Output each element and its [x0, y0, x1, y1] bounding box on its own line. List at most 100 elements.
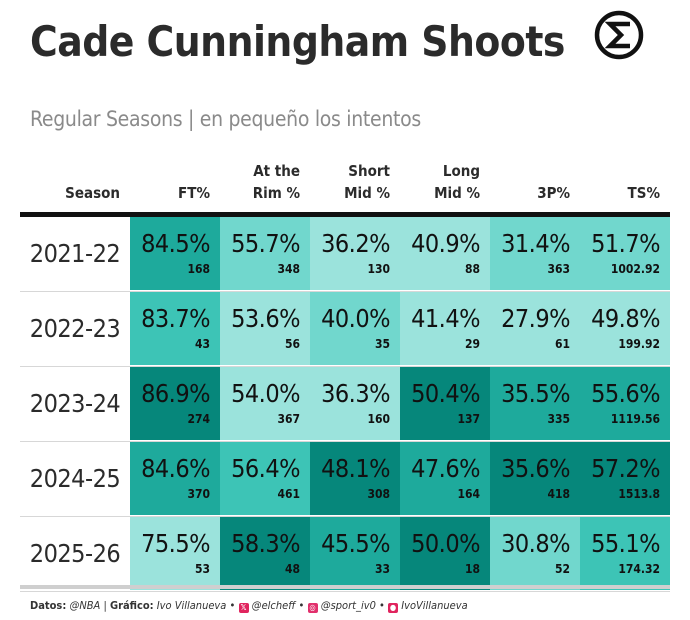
stat-cell: 55.7% 348 — [220, 217, 310, 290]
stat-cell: 30.8% 52 — [490, 517, 580, 590]
table-row: 2021-22 84.5% 168 55.7% 348 36.2% 130 40.9% 88 3… — [20, 217, 670, 292]
stat-cell: 58.3% 48 — [220, 517, 310, 590]
table-header: Season FT% At the Rim % Short Mid % Long… — [20, 154, 670, 204]
header-season: Season — [65, 184, 120, 202]
stat-cell: 27.9% 61 — [490, 292, 580, 365]
attempts-count: 130 — [367, 262, 390, 276]
footer-gh-handle[interactable]: IvoVillanueva — [401, 599, 468, 612]
shooting-percentage: 75.5% — [141, 529, 210, 558]
stat-cell: 55.6% 1119.56 — [580, 367, 670, 440]
shooting-percentage: 35.5% — [501, 379, 570, 408]
table-row: 2025-26 75.5% 53 58.3% 48 45.5% 33 50.0% 18 30.8… — [20, 517, 670, 592]
shooting-percentage: 27.9% — [501, 304, 570, 333]
stat-cell: 50.0% 18 — [400, 517, 490, 590]
github-icon: ● — [388, 603, 399, 613]
stat-cell: 56.4% 461 — [220, 442, 310, 515]
stat-cell: 83.7% 43 — [130, 292, 220, 365]
season-label: 2021-22 — [29, 239, 121, 268]
attempts-count: 1513.8 — [618, 487, 660, 501]
attempts-count: 160 — [367, 412, 390, 426]
shooting-percentage: 36.3% — [321, 379, 390, 408]
attempts-count: 308 — [367, 487, 390, 501]
shooting-percentage: 84.6% — [141, 454, 210, 483]
attempts-count: 174.32 — [618, 562, 660, 576]
attempts-count: 418 — [547, 487, 570, 501]
attempts-count: 1002.92 — [610, 262, 660, 276]
shooting-percentage: 50.4% — [411, 379, 480, 408]
attempts-count: 56 — [284, 337, 300, 351]
footer-datos-value: @NBA — [69, 599, 101, 612]
shooting-percentage: 55.7% — [231, 229, 300, 258]
stat-cell: 57.2% 1513.8 — [580, 442, 670, 515]
attempts-count: 363 — [547, 262, 570, 276]
shooting-percentage: 49.8% — [591, 304, 660, 333]
footer-x-handle[interactable]: @elcheff — [251, 599, 296, 612]
shooting-percentage: 55.1% — [591, 529, 660, 558]
attempts-count: 199.92 — [618, 337, 660, 351]
stat-cell: 49.8% 199.92 — [580, 292, 670, 365]
footer-rule — [20, 585, 670, 589]
shooting-percentage: 41.4% — [411, 304, 480, 333]
page-title: Cade Cunningham Shoots — [30, 17, 565, 66]
header-ft: FT% — [178, 184, 210, 202]
shooting-percentage: 51.7% — [591, 229, 660, 258]
header-long-mid: Long Mid % — [434, 162, 480, 202]
attempts-count: 164 — [457, 487, 480, 501]
shooting-percentage: 86.9% — [141, 379, 210, 408]
shooting-percentage: 54.0% — [231, 379, 300, 408]
stat-cell: 55.1% 174.32 — [580, 517, 670, 590]
attempts-count: 18 — [464, 562, 480, 576]
stat-cell: 84.6% 370 — [130, 442, 220, 515]
stat-cell: 35.6% 418 — [490, 442, 580, 515]
stat-cell: 35.5% 335 — [490, 367, 580, 440]
stat-cell: 40.0% 35 — [310, 292, 400, 365]
table-row: 2024-25 84.6% 370 56.4% 461 48.1% 308 47.6% 164… — [20, 442, 670, 517]
shooting-percentage: 30.8% — [501, 529, 570, 558]
header-ts: TS% — [627, 184, 660, 202]
attempts-count: 88 — [464, 262, 480, 276]
shooting-percentage: 55.6% — [591, 379, 660, 408]
sigma-circle-logo-icon — [594, 10, 644, 60]
shooting-percentage: 48.1% — [321, 454, 390, 483]
stat-cell: 84.5% 168 — [130, 217, 220, 290]
attempts-count: 168 — [187, 262, 210, 276]
season-label: 2022-23 — [29, 314, 121, 343]
attempts-count: 1119.56 — [610, 412, 660, 426]
footer-grafico-label: Gráfico: — [109, 599, 154, 612]
instagram-icon: ◎ — [307, 603, 318, 613]
attempts-count: 29 — [464, 337, 480, 351]
shooting-percentage: 40.9% — [411, 229, 480, 258]
attempts-count: 33 — [374, 562, 390, 576]
stat-cell: 75.5% 53 — [130, 517, 220, 590]
attempts-count: 48 — [284, 562, 300, 576]
table-row: 2022-23 83.7% 43 53.6% 56 40.0% 35 41.4% 29 27.9… — [20, 292, 670, 367]
attempts-count: 274 — [187, 412, 210, 426]
footer-grafico-value: Ivo Villanueva — [156, 599, 227, 612]
stat-cell: 86.9% 274 — [130, 367, 220, 440]
shooting-percentage: 56.4% — [231, 454, 300, 483]
stat-cell: 54.0% 367 — [220, 367, 310, 440]
attempts-count: 53 — [194, 562, 210, 576]
stat-cell: 47.6% 164 — [400, 442, 490, 515]
footer-separator: | — [103, 599, 107, 612]
stat-cell: 40.9% 88 — [400, 217, 490, 290]
shooting-percentage: 31.4% — [501, 229, 570, 258]
shooting-percentage: 57.2% — [591, 454, 660, 483]
stat-cell: 36.2% 130 — [310, 217, 400, 290]
attempts-count: 461 — [277, 487, 300, 501]
shooting-percentage: 47.6% — [411, 454, 480, 483]
footer-datos-label: Datos: — [30, 599, 67, 612]
header-rim: At the Rim % — [252, 162, 300, 202]
header-short-mid: Short Mid % — [344, 162, 390, 202]
season-label: 2024-25 — [29, 464, 121, 493]
footer-ig-handle[interactable]: @sport_iv0 — [320, 599, 376, 612]
attempts-count: 348 — [277, 262, 300, 276]
subtitle: Regular Seasons | en pequeño los intento… — [30, 107, 421, 131]
attempts-count: 370 — [187, 487, 210, 501]
attempts-count: 35 — [374, 337, 390, 351]
shooting-percentage: 50.0% — [411, 529, 480, 558]
season-label: 2023-24 — [29, 389, 121, 418]
attempts-count: 61 — [554, 337, 570, 351]
stat-cell: 51.7% 1002.92 — [580, 217, 670, 290]
attempts-count: 137 — [457, 412, 480, 426]
